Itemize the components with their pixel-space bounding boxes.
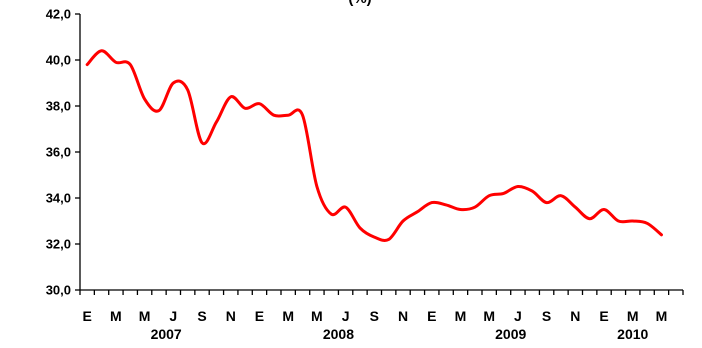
- x-tick-label: M: [627, 308, 639, 324]
- x-tick-label: E: [83, 308, 92, 324]
- x-tick-label: S: [197, 308, 206, 324]
- y-tick-label: 36,0: [46, 145, 71, 160]
- series-group: [85, 49, 663, 242]
- chart-title: (%): [348, 0, 371, 7]
- year-label: 2010: [617, 326, 648, 342]
- y-tick-label: 40,0: [46, 53, 71, 68]
- x-tick-label: S: [542, 308, 551, 324]
- x-tick-label: S: [370, 308, 379, 324]
- x-tick-label: N: [398, 308, 408, 324]
- y-tick-label: 38,0: [46, 99, 71, 114]
- x-tick-label: M: [311, 308, 323, 324]
- y-tick-label: 42,0: [46, 7, 71, 22]
- y-tick-label: 34,0: [46, 191, 71, 206]
- series-line: [85, 49, 663, 242]
- x-tick-label: M: [110, 308, 122, 324]
- y-axis: 30,0 32,0 34,0 36,0 38,0 40,0 42,0: [46, 7, 81, 298]
- x-tick-label: J: [169, 308, 177, 324]
- x-tick-label: E: [427, 308, 436, 324]
- x-tick-label: M: [139, 308, 151, 324]
- x-tick-label: M: [455, 308, 467, 324]
- y-tick-label: 30,0: [46, 283, 71, 298]
- year-label: 2009: [495, 326, 526, 342]
- x-tick-label: N: [226, 308, 236, 324]
- x-tick-label: E: [255, 308, 264, 324]
- x-tick-label: J: [514, 308, 522, 324]
- x-tick-label: M: [282, 308, 294, 324]
- x-tick-label: M: [483, 308, 495, 324]
- x-tick-label: N: [570, 308, 580, 324]
- x-tick-label: M: [656, 308, 668, 324]
- year-label: 2008: [323, 326, 354, 342]
- y-tick-label: 32,0: [46, 237, 71, 252]
- x-tick-label: E: [599, 308, 608, 324]
- x-tick-label: J: [342, 308, 350, 324]
- year-label: 2007: [151, 326, 182, 342]
